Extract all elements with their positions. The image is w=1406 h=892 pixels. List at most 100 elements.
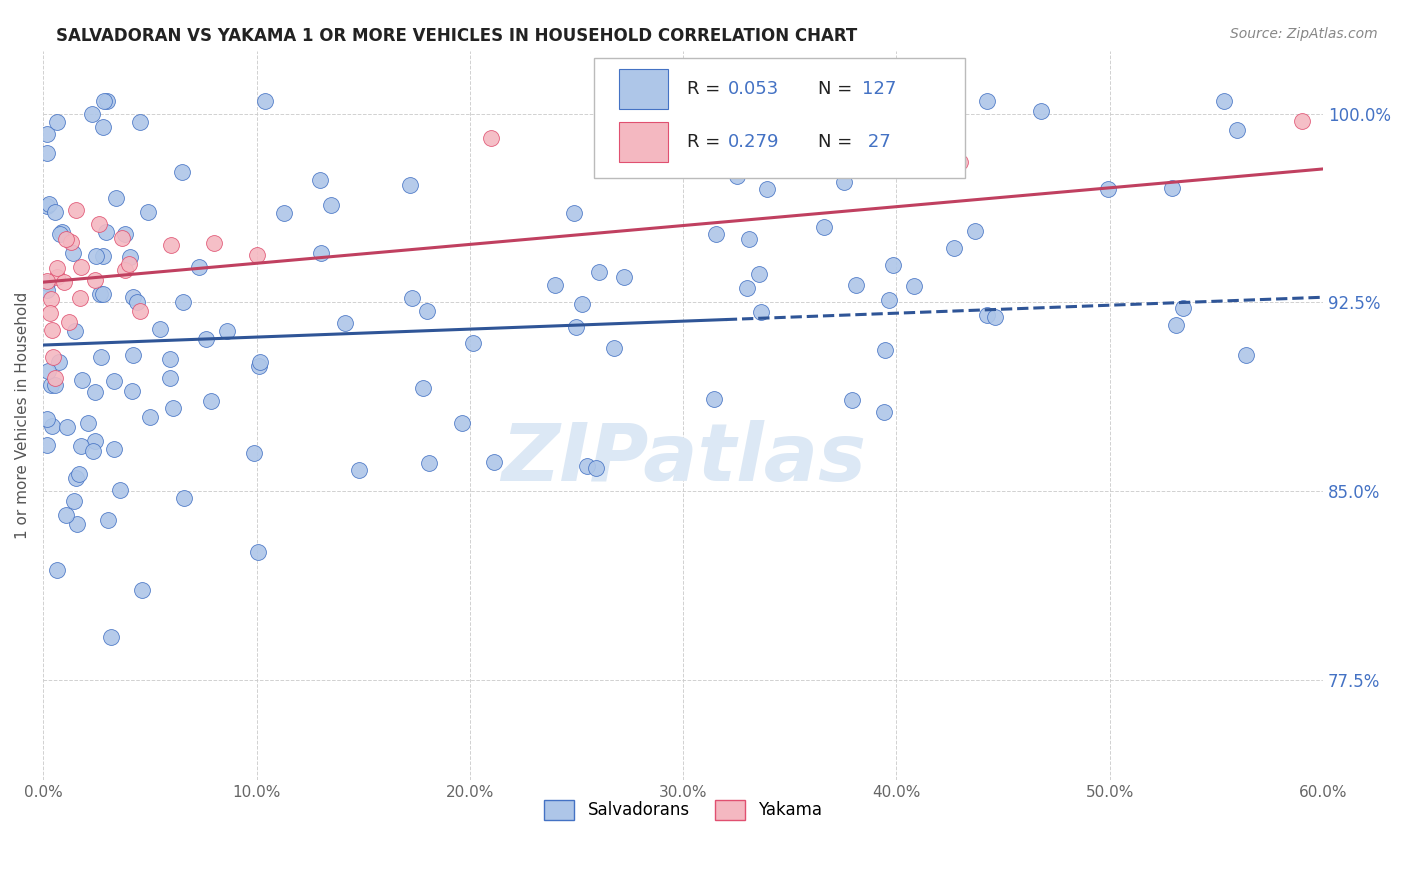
Point <box>111 231 134 245</box>
Point <box>82 444 104 458</box>
Text: Source: ZipAtlas.com: Source: ZipAtlas.com <box>1230 27 1378 41</box>
Point <box>94 225 117 239</box>
Point <box>84 249 107 263</box>
FancyBboxPatch shape <box>593 58 965 178</box>
Point <box>87 217 110 231</box>
Point <box>813 219 835 234</box>
Point <box>253 94 276 108</box>
Point <box>41 419 63 434</box>
Point <box>571 297 593 311</box>
Point <box>91 120 114 135</box>
Point <box>128 304 150 318</box>
Point <box>543 278 565 293</box>
Point <box>194 332 217 346</box>
Point <box>97 513 120 527</box>
Point <box>121 290 143 304</box>
Point <box>585 460 607 475</box>
Point <box>565 319 588 334</box>
Point <box>77 417 100 431</box>
Point <box>105 191 128 205</box>
Point <box>588 265 610 279</box>
Point <box>114 263 136 277</box>
Point <box>1097 181 1119 195</box>
Point <box>451 416 474 430</box>
Point <box>841 392 863 407</box>
Point <box>903 278 925 293</box>
Point <box>321 198 343 212</box>
Point <box>38 306 60 320</box>
Point <box>37 364 59 378</box>
Point <box>247 545 270 559</box>
Point <box>159 371 181 385</box>
Point <box>121 348 143 362</box>
Point <box>91 287 114 301</box>
Point <box>37 276 59 290</box>
Bar <box>619 70 668 110</box>
Point <box>83 273 105 287</box>
Point <box>118 250 141 264</box>
Point <box>38 197 60 211</box>
Point <box>832 175 855 189</box>
Point <box>1236 349 1258 363</box>
Text: 27: 27 <box>862 133 891 151</box>
Point <box>976 94 998 108</box>
Point <box>58 315 80 329</box>
Point <box>37 146 59 161</box>
Point <box>103 442 125 456</box>
Point <box>49 227 72 241</box>
Point <box>82 107 104 121</box>
Point <box>738 232 761 246</box>
Point <box>309 245 332 260</box>
Bar <box>619 122 668 162</box>
Point <box>114 227 136 241</box>
Point <box>37 438 59 452</box>
Point <box>46 114 69 128</box>
Point <box>1160 181 1182 195</box>
Point <box>482 455 505 469</box>
Point <box>949 155 972 169</box>
Text: N =: N = <box>817 80 858 98</box>
Point <box>129 114 152 128</box>
Point <box>45 260 67 275</box>
Point <box>603 341 626 355</box>
Point <box>37 127 59 141</box>
Point <box>242 446 264 460</box>
Point <box>562 205 585 219</box>
Point <box>89 287 111 301</box>
Point <box>37 199 59 213</box>
Point <box>877 293 900 308</box>
Point <box>139 410 162 425</box>
Point <box>873 405 896 419</box>
Point <box>217 324 239 338</box>
Point <box>110 483 132 497</box>
Point <box>162 401 184 416</box>
Point <box>60 235 83 249</box>
Point <box>56 420 79 434</box>
Text: 127: 127 <box>862 80 897 98</box>
Point <box>160 238 183 252</box>
Point <box>333 316 356 330</box>
Point <box>1171 301 1194 315</box>
Point <box>942 241 965 255</box>
Point <box>70 260 93 274</box>
Point <box>412 381 434 395</box>
Point <box>100 630 122 644</box>
Text: 0.279: 0.279 <box>728 133 779 151</box>
Point <box>1164 318 1187 332</box>
Point <box>67 467 90 482</box>
Point <box>309 173 332 187</box>
Point <box>149 322 172 336</box>
Text: ZIPatlas: ZIPatlas <box>501 420 866 499</box>
Point <box>170 164 193 178</box>
Point <box>756 182 779 196</box>
Point <box>173 491 195 505</box>
Point <box>725 169 748 184</box>
Point <box>963 224 986 238</box>
Point <box>117 258 139 272</box>
Point <box>62 246 84 260</box>
Point <box>91 249 114 263</box>
Point <box>46 563 69 577</box>
Point <box>1226 123 1249 137</box>
Point <box>347 463 370 477</box>
Point <box>83 434 105 448</box>
